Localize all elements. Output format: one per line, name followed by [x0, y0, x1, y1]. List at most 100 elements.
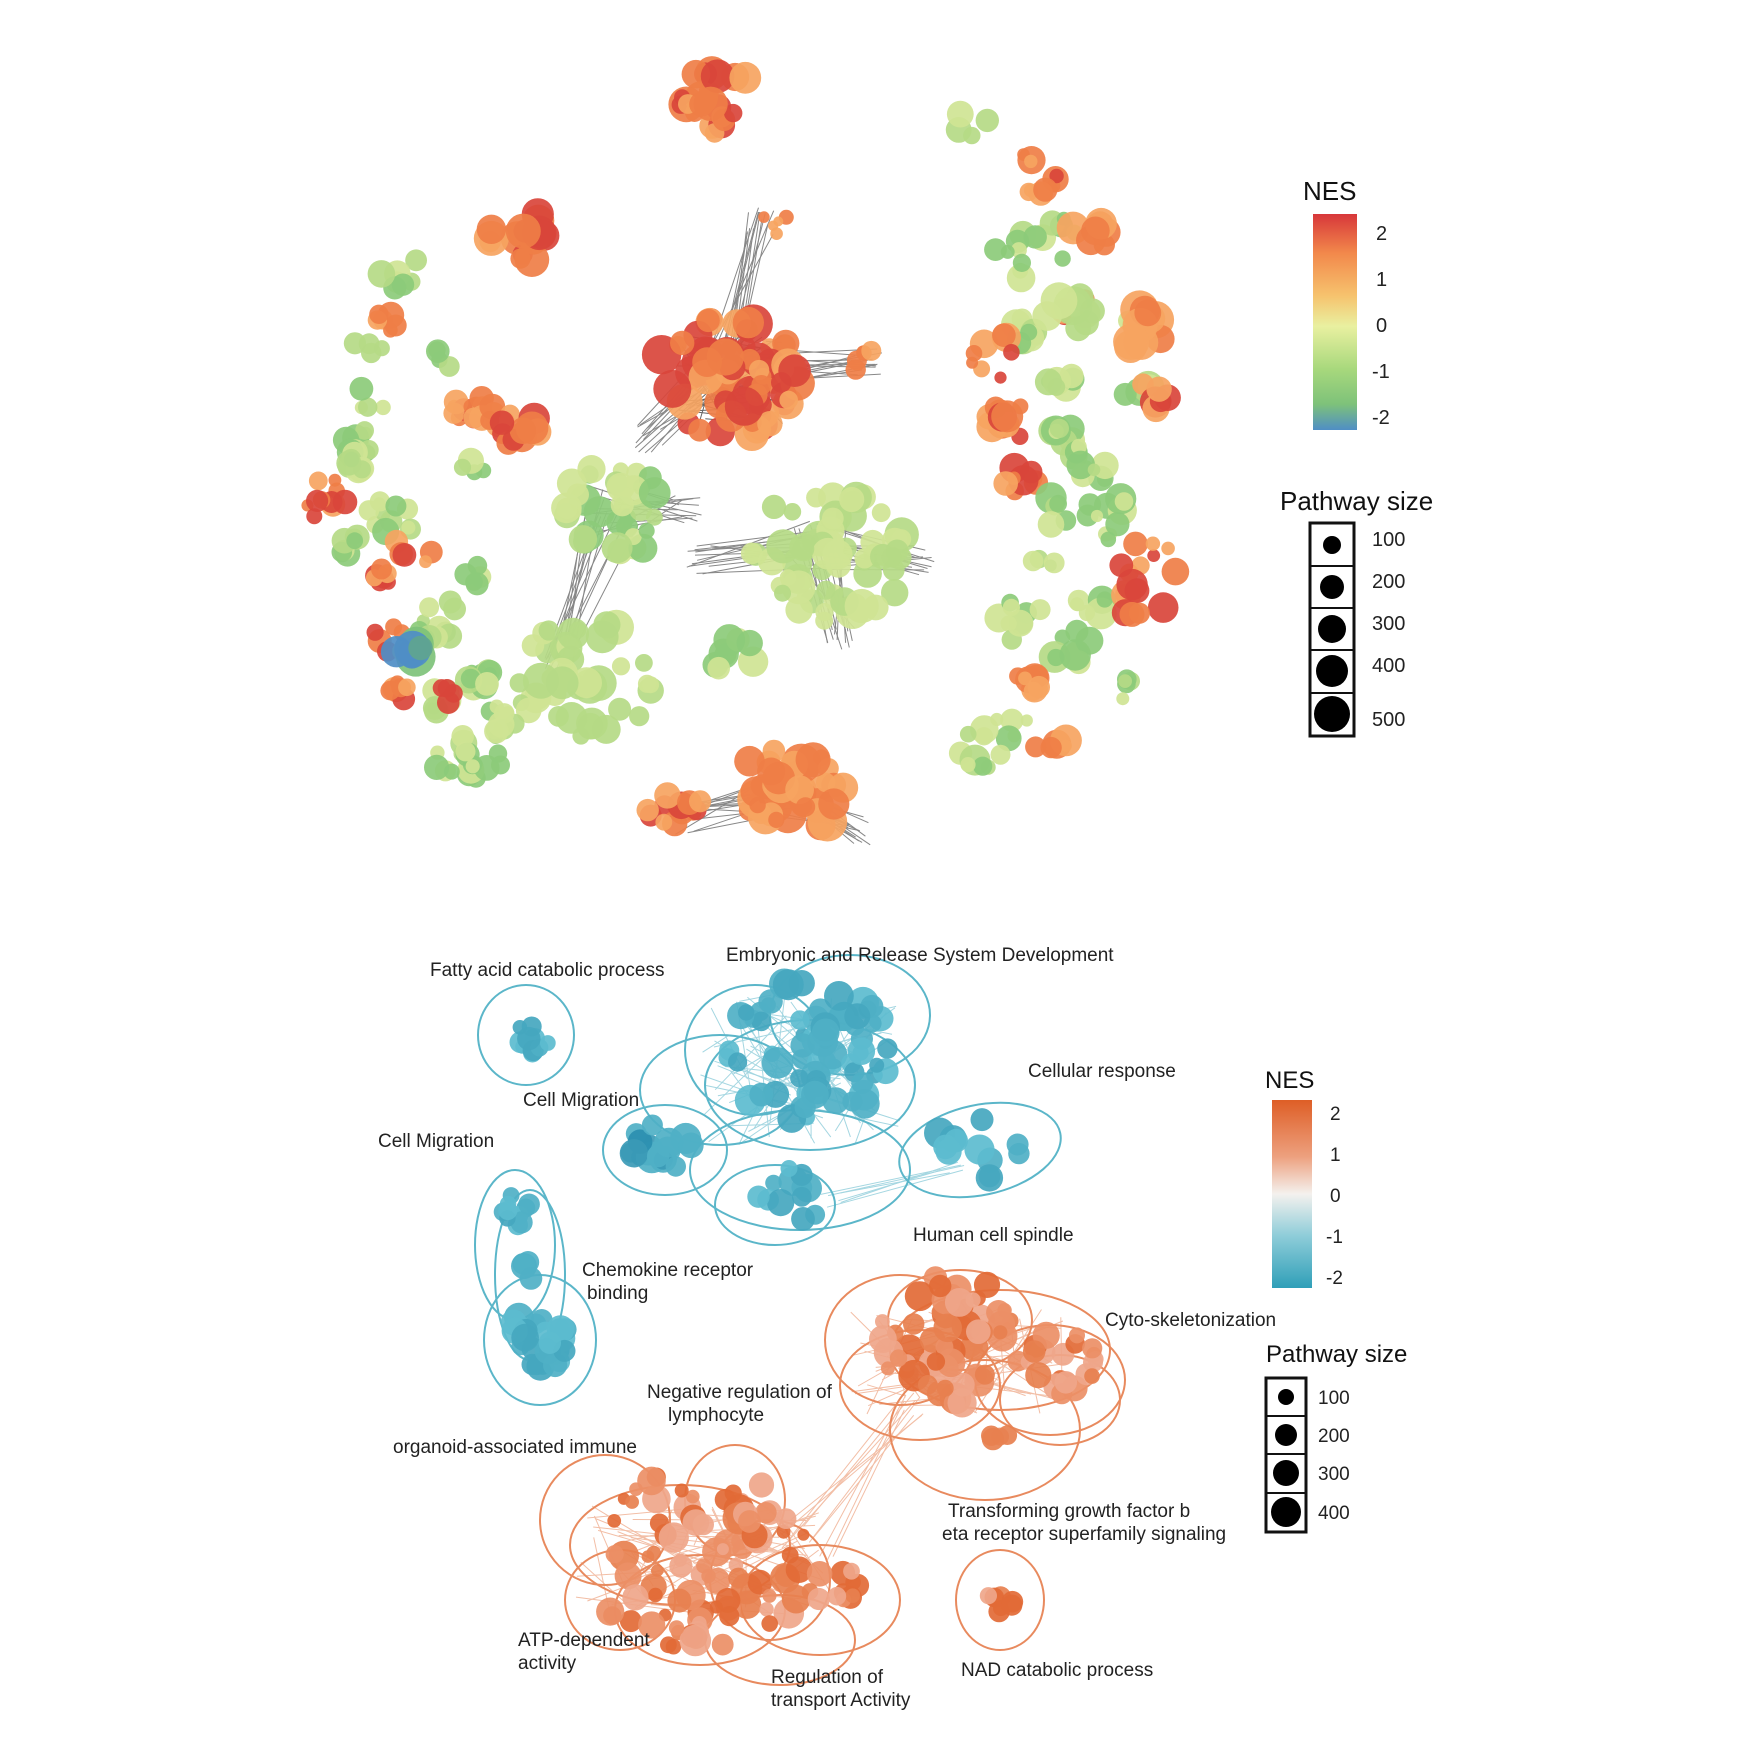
network-node: [771, 372, 792, 393]
network-node: [475, 672, 499, 696]
network-node: [1059, 639, 1091, 671]
network-node: [1096, 591, 1113, 608]
network-node: [845, 359, 866, 380]
network-node: [929, 1274, 952, 1298]
network-node: [476, 214, 507, 244]
network-node: [688, 418, 711, 442]
network-node: [785, 596, 813, 624]
network-node: [1020, 714, 1033, 727]
network-node: [1006, 263, 1036, 293]
network-node: [709, 1600, 723, 1614]
bottom-nes-tick: -1: [1326, 1227, 1343, 1248]
network-node: [970, 715, 999, 744]
label-fatty-acid: Fatty acid catabolic process: [430, 960, 664, 981]
network-node: [875, 1314, 890, 1329]
network-node: [1032, 301, 1062, 331]
label-regulation-transport: Regulation of: [771, 1667, 884, 1688]
network-node: [748, 359, 770, 381]
top-size-tick: 400: [1372, 655, 1405, 677]
network-node: [791, 1207, 815, 1231]
size-dot-200: [1275, 1424, 1297, 1446]
network-node: [522, 662, 559, 699]
network-node: [844, 588, 879, 624]
network-node: [816, 580, 836, 600]
network-node: [638, 477, 671, 509]
network-edge: [781, 1413, 924, 1535]
network-node: [1033, 177, 1058, 202]
network-node: [308, 471, 328, 491]
network-edge: [854, 1117, 866, 1144]
network-node: [773, 216, 784, 227]
network-node: [812, 537, 844, 570]
network-node: [510, 248, 531, 269]
network-node: [1049, 168, 1064, 184]
network-node: [991, 400, 1024, 433]
network-node: [1059, 739, 1072, 752]
network-node: [821, 507, 844, 530]
network-node: [515, 411, 549, 445]
network-node: [728, 1567, 749, 1589]
network-node: [843, 1562, 860, 1580]
network-node: [880, 1361, 895, 1376]
network-node: [1147, 549, 1161, 562]
network-node: [889, 1349, 908, 1367]
top-size-tick: 100: [1372, 529, 1405, 551]
bottom-nes-tick: 2: [1330, 1104, 1341, 1125]
network-node: [1082, 1338, 1103, 1359]
network-node: [511, 1323, 539, 1352]
network-node: [689, 790, 712, 813]
bottom-nes-title: NES: [1265, 1067, 1314, 1094]
network-node: [824, 981, 854, 1011]
network-edge: [832, 1409, 905, 1557]
network-node: [861, 340, 882, 361]
network-node: [1123, 531, 1148, 557]
network-node: [419, 597, 440, 618]
size-dot-500: [1314, 696, 1350, 732]
network-node: [401, 520, 416, 535]
network-node: [641, 1114, 663, 1136]
label-chemokine: binding: [587, 1283, 648, 1304]
network-node: [926, 1352, 946, 1371]
top-nes-tick: 0: [1376, 315, 1387, 337]
network-node: [736, 629, 763, 657]
top-size-legend: Pathway size 100 200 300 400 500: [1280, 486, 1433, 738]
network-node: [332, 489, 358, 515]
network-node: [768, 811, 785, 829]
network-node: [767, 1189, 795, 1217]
network-node: [706, 338, 744, 376]
network-node: [732, 306, 764, 339]
network-node: [761, 1047, 794, 1079]
label-organoid: organoid-associated immune: [393, 1437, 637, 1458]
network-edge: [808, 1397, 920, 1543]
network-edge: [790, 1414, 923, 1521]
network-node: [689, 91, 714, 117]
network-edge: [702, 1035, 729, 1053]
network-node: [678, 1132, 704, 1159]
network-node: [1134, 299, 1162, 327]
network-node: [997, 1303, 1012, 1318]
network-node: [734, 745, 765, 777]
bottom-nes-tick: -2: [1326, 1268, 1343, 1289]
network-node: [519, 1267, 543, 1290]
network-node: [975, 1164, 1004, 1192]
network-node: [759, 1602, 774, 1617]
label-tgf: eta receptor superfamily signaling: [942, 1524, 1226, 1545]
bottom-network-panel: Fatty acid catabolic process Embryonic a…: [378, 945, 1276, 1711]
size-dot-100: [1278, 1389, 1294, 1405]
network-node: [801, 1080, 829, 1109]
network-node: [556, 468, 587, 499]
network-node: [538, 620, 559, 641]
network-node: [1049, 418, 1070, 439]
label-nad: NAD catabolic process: [961, 1660, 1153, 1681]
network-node: [818, 788, 850, 820]
network-node: [336, 450, 362, 476]
label-cellular-response: Cellular response: [1028, 1061, 1176, 1082]
network-node: [1047, 648, 1065, 667]
network-node: [408, 635, 433, 661]
network-node: [728, 1052, 748, 1072]
network-node: [1037, 511, 1065, 538]
network-edge: [593, 1526, 657, 1535]
label-regulation-transport: transport Activity: [771, 1690, 911, 1711]
network-node: [670, 330, 695, 356]
